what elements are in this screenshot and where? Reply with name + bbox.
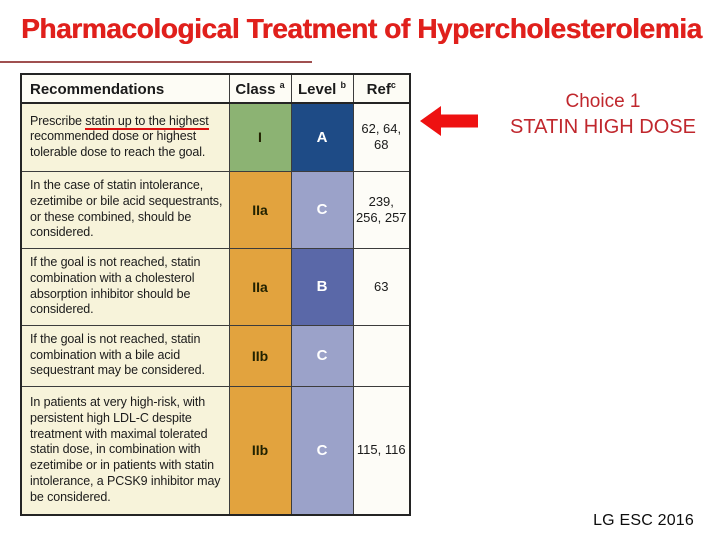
- table-row: If the goal is not reached, statin combi…: [20, 324, 411, 387]
- level-cell: C: [290, 324, 354, 387]
- header-level: Level b: [290, 73, 354, 104]
- recommendations-table: Recommendations Class a Level b Refc Pre…: [20, 73, 411, 516]
- footer-citation: LG ESC 2016: [593, 512, 694, 529]
- page-title: Pharmacological Treatment of Hypercholes…: [21, 13, 702, 44]
- header-ref: Refc: [352, 73, 411, 104]
- ref-cell: 115, 116: [352, 385, 411, 516]
- class-cell: IIa: [228, 247, 292, 326]
- table-row: In the case of statin intolerance, ezeti…: [20, 170, 411, 249]
- table-row: In patients at very high-risk, with pers…: [20, 385, 411, 516]
- ref-cell: 62, 64, 68: [352, 102, 411, 172]
- callout-choice-line: Choice 1: [565, 91, 641, 112]
- level-cell: A: [290, 102, 354, 172]
- class-cell: IIb: [228, 385, 292, 516]
- level-cell: B: [290, 247, 354, 326]
- recommendation-cell: In patients at very high-risk, with pers…: [20, 385, 230, 516]
- class-cell: IIb: [228, 324, 292, 387]
- class-cell: IIa: [228, 170, 292, 249]
- header-recommendations: Recommendations: [20, 73, 230, 104]
- callout-text: Choice 1 STATIN HIGH DOSE: [486, 89, 720, 141]
- ref-cell: 63: [352, 247, 411, 326]
- statin-highlight-underline: statin up to the highest: [85, 113, 209, 131]
- level-cell: C: [290, 170, 354, 249]
- ref-cell: 239, 256, 257: [352, 170, 411, 249]
- table-header-row: Recommendations Class a Level b Refc: [20, 73, 411, 104]
- class-cell: I: [228, 102, 292, 172]
- recommendation-cell: If the goal is not reached, statin combi…: [20, 324, 230, 387]
- table-row: If the goal is not reached, statin combi…: [20, 247, 411, 326]
- left-arrow-icon: [420, 106, 478, 136]
- level-cell: C: [290, 385, 354, 516]
- table-row: Prescribe statin up to the highest recom…: [20, 102, 411, 172]
- recommendation-cell: If the goal is not reached, statin combi…: [20, 247, 230, 326]
- header-class: Class a: [228, 73, 292, 104]
- recommendation-cell: In the case of statin intolerance, ezeti…: [20, 170, 230, 249]
- callout-statin-line: STATIN HIGH DOSE: [510, 116, 696, 138]
- recommendation-cell: Prescribe statin up to the highest recom…: [20, 102, 230, 172]
- title-underline: [0, 61, 312, 63]
- ref-cell: [352, 324, 411, 387]
